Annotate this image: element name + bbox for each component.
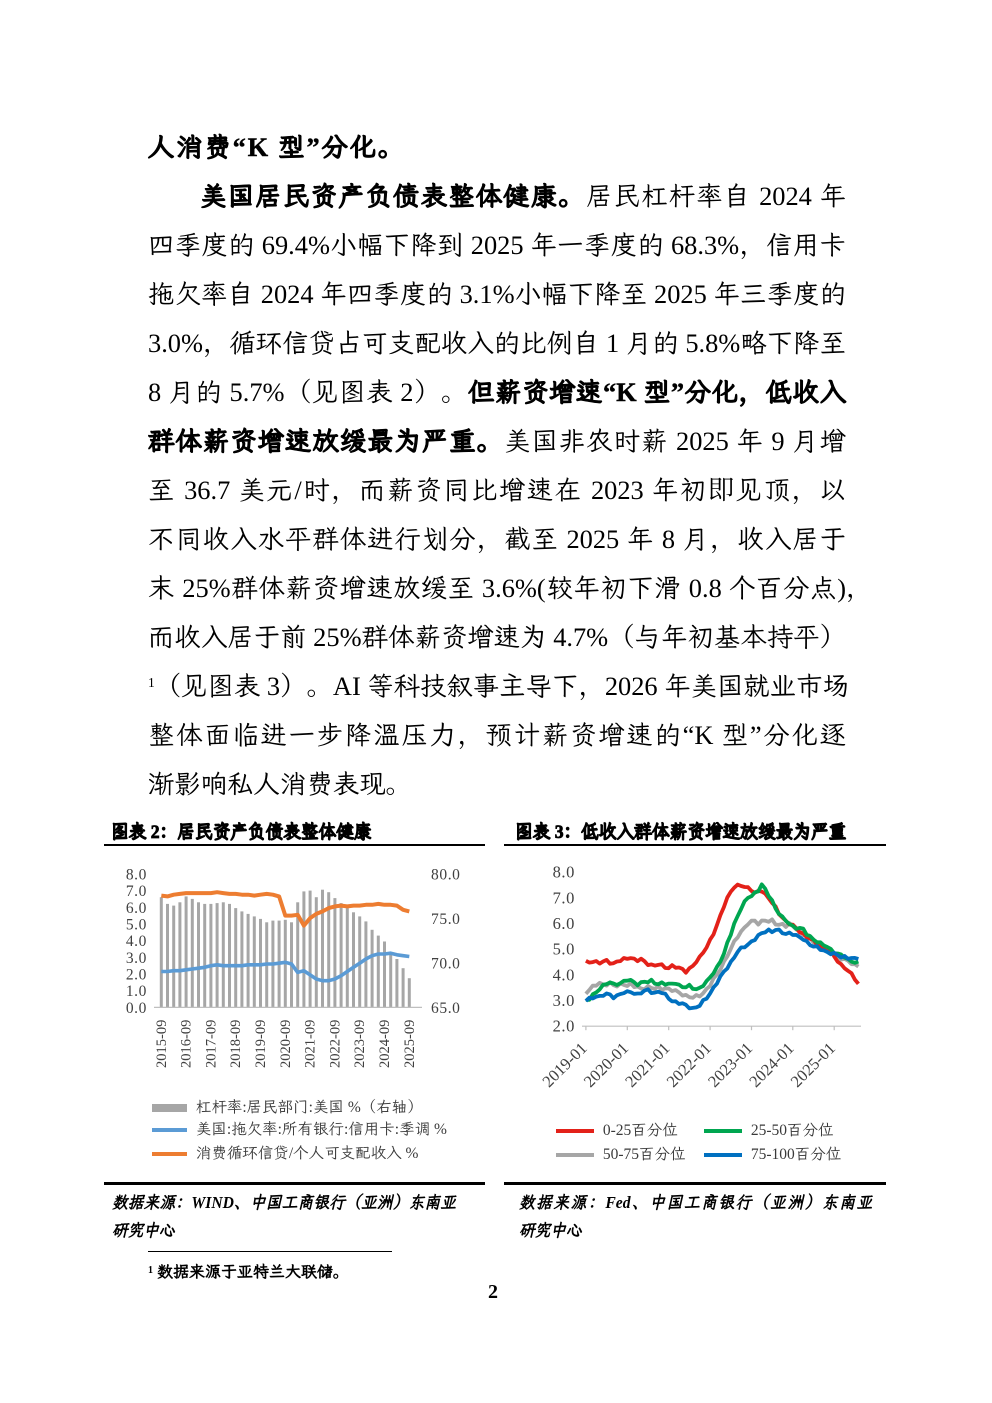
svg-text:8.0: 8.0 xyxy=(553,863,575,882)
svg-text:70.0: 70.0 xyxy=(431,955,461,972)
svg-text:4.0: 4.0 xyxy=(553,965,575,984)
svg-text:75.0: 75.0 xyxy=(431,911,461,928)
svg-text:2016-09: 2016-09 xyxy=(179,1020,195,1068)
svg-text:2017-09: 2017-09 xyxy=(203,1020,219,1068)
svg-text:3.0: 3.0 xyxy=(126,950,147,967)
svg-text:80.0: 80.0 xyxy=(431,866,461,883)
svg-text:2025-09: 2025-09 xyxy=(402,1020,418,1068)
svg-text:2020-09: 2020-09 xyxy=(278,1020,294,1068)
svg-text:7.0: 7.0 xyxy=(126,883,147,900)
svg-text:0.0: 0.0 xyxy=(126,1000,147,1017)
svg-text:8.0: 8.0 xyxy=(126,866,147,883)
svg-text:2024-01: 2024-01 xyxy=(745,1039,797,1091)
svg-text:2024-09: 2024-09 xyxy=(377,1020,393,1068)
svg-text:2021-09: 2021-09 xyxy=(303,1020,319,1068)
svg-text:4.0: 4.0 xyxy=(126,933,147,950)
svg-text:2020-01: 2020-01 xyxy=(580,1039,632,1091)
svg-text:1.0: 1.0 xyxy=(126,983,147,1000)
svg-text:7.0: 7.0 xyxy=(553,888,575,907)
svg-text:2023-01: 2023-01 xyxy=(704,1039,756,1091)
svg-text:2015-09: 2015-09 xyxy=(154,1020,170,1068)
svg-text:2018-09: 2018-09 xyxy=(228,1020,244,1068)
svg-text:2.0: 2.0 xyxy=(126,967,147,984)
svg-text:2022-01: 2022-01 xyxy=(663,1039,715,1091)
svg-text:5.0: 5.0 xyxy=(126,916,147,933)
svg-text:2019-09: 2019-09 xyxy=(253,1020,269,1068)
svg-text:2025-01: 2025-01 xyxy=(787,1039,839,1091)
svg-text:5.0: 5.0 xyxy=(553,940,575,959)
svg-text:2023-09: 2023-09 xyxy=(352,1020,368,1068)
svg-text:65.0: 65.0 xyxy=(431,1000,461,1017)
svg-text:2019-01: 2019-01 xyxy=(538,1039,590,1091)
svg-text:2022-09: 2022-09 xyxy=(327,1020,343,1068)
svg-text:2021-01: 2021-01 xyxy=(621,1039,673,1091)
svg-text:6.0: 6.0 xyxy=(553,914,575,933)
svg-text:2.0: 2.0 xyxy=(553,1017,575,1036)
svg-text:3.0: 3.0 xyxy=(553,991,575,1010)
svg-text:6.0: 6.0 xyxy=(126,900,147,917)
